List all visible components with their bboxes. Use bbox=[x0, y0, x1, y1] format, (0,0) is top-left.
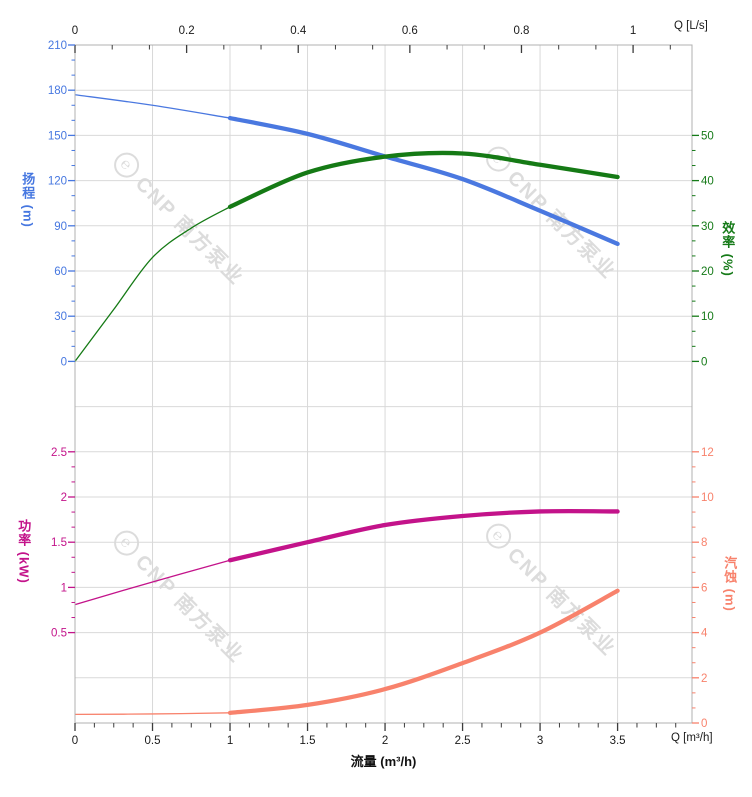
svg-text:90: 90 bbox=[54, 221, 67, 233]
svg-text:210: 210 bbox=[48, 40, 67, 52]
svg-text:1: 1 bbox=[61, 582, 67, 594]
svg-text:1: 1 bbox=[227, 735, 233, 747]
svg-text:1.5: 1.5 bbox=[51, 537, 67, 549]
svg-text:2: 2 bbox=[61, 492, 67, 504]
svg-text:1: 1 bbox=[630, 25, 636, 37]
svg-text:0: 0 bbox=[701, 718, 707, 730]
svg-text:0.2: 0.2 bbox=[179, 25, 195, 37]
svg-text:30: 30 bbox=[54, 311, 67, 323]
svg-text:12: 12 bbox=[701, 447, 714, 459]
svg-text:0.6: 0.6 bbox=[402, 25, 418, 37]
svg-text:120: 120 bbox=[48, 176, 67, 188]
axis-title-npsh: 汽蚀 (m) bbox=[722, 556, 738, 612]
svg-text:0.5: 0.5 bbox=[145, 735, 161, 747]
top-axis-unit-label: Q [L/s] bbox=[674, 20, 708, 32]
svg-text:3.5: 3.5 bbox=[610, 735, 626, 747]
svg-text:0.5: 0.5 bbox=[51, 628, 67, 640]
x-axis-title: 流量 (m³/h) bbox=[350, 754, 417, 769]
axis-title-head: 扬程 (m) bbox=[20, 172, 36, 228]
svg-text:20: 20 bbox=[701, 266, 714, 278]
svg-text:10: 10 bbox=[701, 492, 714, 504]
svg-text:40: 40 bbox=[701, 176, 714, 188]
svg-text:8: 8 bbox=[701, 537, 707, 549]
svg-text:0: 0 bbox=[72, 25, 78, 37]
axis-title-efficiency: 效率 (%) bbox=[720, 221, 736, 277]
svg-text:60: 60 bbox=[54, 266, 67, 278]
svg-text:2.5: 2.5 bbox=[51, 447, 67, 459]
svg-text:4: 4 bbox=[701, 628, 708, 640]
svg-text:50: 50 bbox=[701, 130, 714, 142]
svg-text:2: 2 bbox=[701, 673, 707, 685]
svg-text:30: 30 bbox=[701, 221, 714, 233]
axis-title-power: 功率 (kW) bbox=[16, 519, 32, 584]
svg-text:0: 0 bbox=[72, 735, 78, 747]
svg-text:180: 180 bbox=[48, 85, 67, 97]
svg-text:1.5: 1.5 bbox=[300, 735, 316, 747]
svg-text:0: 0 bbox=[701, 356, 707, 368]
svg-text:6: 6 bbox=[701, 582, 707, 594]
svg-text:0: 0 bbox=[61, 356, 67, 368]
svg-text:2.5: 2.5 bbox=[455, 735, 471, 747]
svg-text:10: 10 bbox=[701, 311, 714, 323]
bottom-axis-unit-label: Q [m³/h] bbox=[671, 732, 713, 744]
svg-text:2: 2 bbox=[382, 735, 388, 747]
svg-text:3: 3 bbox=[537, 735, 543, 747]
svg-text:0.4: 0.4 bbox=[290, 25, 307, 37]
svg-text:150: 150 bbox=[48, 130, 67, 142]
svg-text:0.8: 0.8 bbox=[513, 25, 529, 37]
